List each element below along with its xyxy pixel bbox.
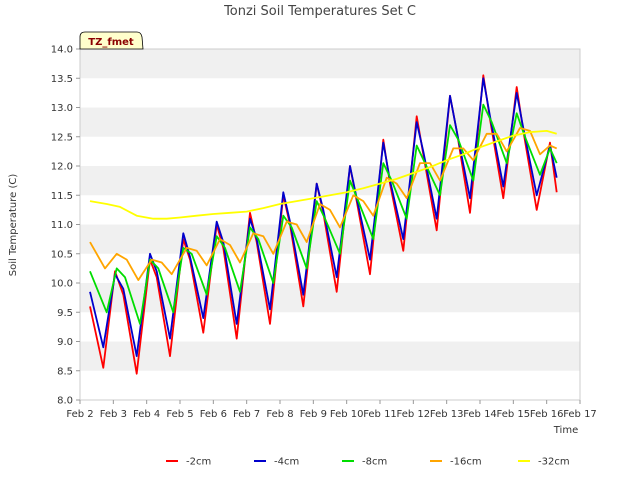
badge-label: TZ_fmet	[88, 37, 134, 48]
series-line-16cmcm	[89, 127, 558, 282]
x-tick-label: Feb 10	[330, 409, 364, 420]
x-tick-label: Feb 11	[363, 409, 397, 420]
legend-label: -4cm	[274, 457, 299, 468]
y-axis-ticks: 8.0 8.5 9.0 9.5 10.0 10.5 11.0 11.5 12.0 12.5 13.0…	[51, 45, 80, 407]
x-tick-label: Feb 5	[166, 409, 193, 420]
legend-label: -32cm	[538, 457, 570, 468]
x-tick-label: Feb 16	[530, 409, 564, 420]
x-tick-label: Feb 9	[300, 409, 327, 420]
y-tick-label: 14.0	[51, 45, 73, 56]
grid-band	[80, 107, 580, 137]
grid-bands	[80, 49, 580, 400]
grid-band	[80, 341, 580, 371]
x-axis-ticks: Feb 2 Feb 3 Feb 4 Feb 5 Feb 6 Feb 7 Feb 8 Feb 9…	[66, 400, 597, 420]
y-tick-label: 9.5	[57, 308, 73, 319]
series-line-32cmcm	[89, 129, 557, 220]
x-tick-label: Feb 3	[100, 409, 127, 420]
y-axis-label: Soil Temperature (C)	[8, 174, 19, 277]
series-layer	[89, 74, 558, 375]
grid-band	[80, 253, 580, 283]
site-badge: TZ_fmet	[79, 31, 144, 50]
y-tick-label: 8.0	[57, 396, 73, 407]
grid-band	[80, 166, 580, 196]
grid-band	[80, 312, 580, 342]
y-tick-label: 10.0	[51, 279, 73, 290]
x-tick-label: Feb 8	[266, 409, 293, 420]
grid-band	[80, 78, 580, 108]
legend: -2cm -4cm -8cm -16cm -32cm	[166, 457, 570, 468]
legend-label: -16cm	[450, 457, 482, 468]
y-tick-label: 12.0	[51, 162, 73, 173]
y-tick-label: 11.5	[51, 191, 73, 202]
grid-band	[80, 136, 580, 166]
x-tick-label: Feb 7	[233, 409, 260, 420]
x-axis-label: Time	[553, 425, 578, 436]
y-tick-label: 9.0	[57, 337, 73, 348]
y-tick-label: 12.5	[51, 132, 73, 143]
x-tick-label: Feb 15	[497, 409, 531, 420]
badge-box	[79, 31, 144, 50]
y-tick-label: 11.0	[51, 220, 73, 231]
x-tick-label: Feb 6	[200, 409, 227, 420]
legend-label: -8cm	[362, 457, 387, 468]
grid-band	[80, 370, 580, 400]
y-tick-label: 13.0	[51, 103, 73, 114]
x-tick-label: Feb 14	[463, 409, 497, 420]
legend-label: -2cm	[186, 457, 211, 468]
x-tick-label: Feb 12	[397, 409, 431, 420]
y-tick-label: 13.5	[51, 74, 73, 85]
plot-area	[79, 48, 581, 401]
series-line-8cmcm	[89, 103, 558, 325]
x-tick-label: Feb 13	[430, 409, 464, 420]
grid-band	[80, 283, 580, 313]
x-tick-label: Feb 4	[133, 409, 160, 420]
chart-title: Tonzi Soil Temperatures Set C	[223, 4, 416, 19]
grid-band	[80, 49, 580, 79]
y-tick-label: 8.5	[57, 366, 73, 377]
x-tick-label: Feb 17	[563, 409, 597, 420]
y-tick-label: 10.5	[51, 249, 73, 260]
series-line-4cmcm	[89, 77, 558, 358]
x-tick-label: Feb 2	[66, 409, 93, 420]
